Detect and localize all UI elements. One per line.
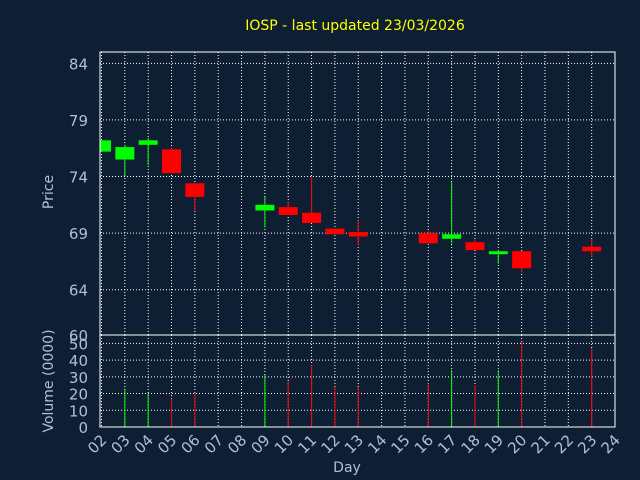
candle-body (512, 251, 532, 269)
x-tick-label: 17 (434, 431, 460, 457)
candle-body (582, 246, 602, 252)
volume-tick-label: 20 (69, 386, 88, 404)
candle-body (185, 183, 205, 197)
price-tick-labels: 60 64 69 74 79 84 (69, 55, 88, 345)
x-axis-label: Day (333, 460, 361, 476)
x-tick-label: 09 (247, 431, 273, 457)
x-tick-label: 19 (481, 431, 507, 457)
price-axis-label: Price (41, 175, 57, 209)
price-tick-label: 74 (69, 169, 88, 187)
price-tick-label: 69 (69, 225, 88, 243)
price-panel-frame (99, 51, 616, 336)
x-tick-label: 03 (107, 431, 133, 457)
x-tick-label: 20 (504, 431, 530, 457)
price-grid (100, 52, 616, 335)
price-tick-label: 64 (69, 282, 88, 300)
price-tick-label: 79 (69, 112, 88, 130)
x-tick-label: 13 (341, 431, 367, 457)
candle-body (488, 251, 508, 255)
x-tick-label: 05 (154, 431, 180, 457)
candle-body (162, 149, 182, 174)
x-tick-label: 18 (458, 431, 484, 457)
x-tick-label: 12 (318, 431, 344, 457)
volume-tick-label: 0 (78, 419, 88, 437)
x-tick-label: 14 (364, 431, 390, 457)
candle-body (115, 147, 135, 160)
candle-body (100, 140, 111, 152)
x-tick-label: 15 (388, 431, 414, 457)
volume-tick-label: 30 (69, 369, 88, 387)
volume-axis-label: Volume (0000) (41, 329, 57, 432)
x-tick-label: 02 (84, 431, 110, 457)
x-tick-label: 08 (224, 431, 250, 457)
candles (100, 138, 602, 273)
volume-bars (124, 341, 593, 427)
volume-panel-frame (99, 334, 616, 428)
x-tick-label: 16 (411, 431, 437, 457)
x-tick-label: 21 (528, 431, 554, 457)
price-tick-label: 60 (69, 327, 88, 345)
candle-body (465, 242, 485, 251)
candle-body (302, 212, 322, 223)
candle-body (418, 233, 438, 244)
candle-body (348, 231, 368, 237)
x-tick-label: 23 (574, 431, 600, 457)
x-tick-label: 24 (598, 431, 624, 457)
candle-body (138, 140, 158, 145)
candle-body (255, 204, 275, 211)
volume-grid (100, 335, 616, 427)
x-tick-label: 22 (551, 431, 577, 457)
price-tick-label: 84 (69, 55, 88, 73)
candle-body (325, 228, 345, 235)
x-tick-label: 11 (294, 431, 320, 457)
candle-body (442, 234, 462, 239)
volume-tick-label: 50 (69, 335, 88, 353)
chart-title: IOSP - last updated 23/03/2026 (245, 18, 465, 34)
x-tick-labels: 0203040506070809101112131415161718192021… (84, 431, 624, 457)
x-tick-label: 10 (271, 431, 297, 457)
x-tick-label: 04 (131, 431, 157, 457)
x-tick-label: 07 (201, 431, 227, 457)
volume-tick-label: 10 (69, 402, 88, 420)
x-tick-label: 06 (177, 431, 203, 457)
candle-body (278, 207, 298, 216)
volume-tick-label: 40 (69, 352, 88, 370)
